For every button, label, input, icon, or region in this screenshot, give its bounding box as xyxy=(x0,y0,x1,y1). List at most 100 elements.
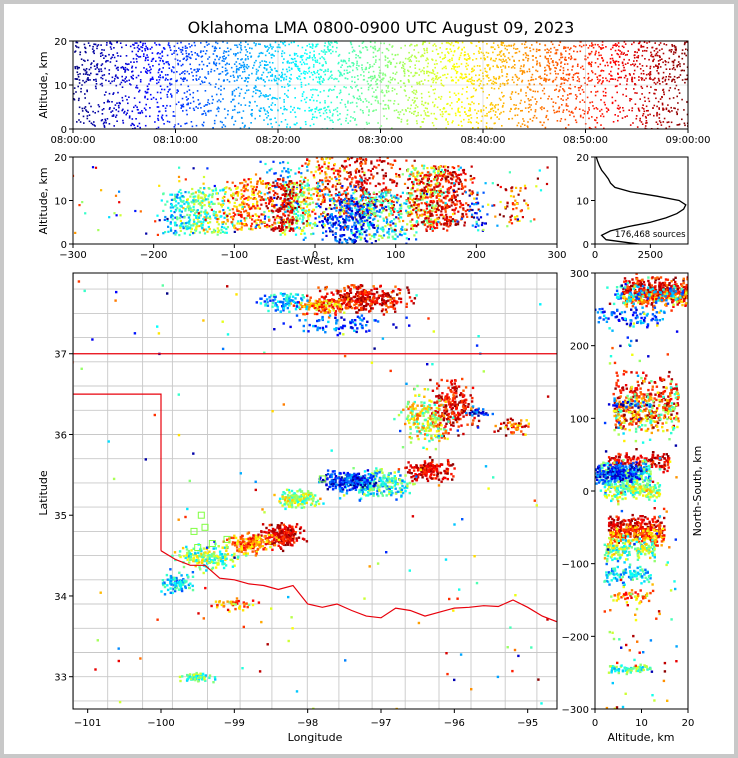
source-point xyxy=(627,62,629,64)
source-point xyxy=(396,210,399,213)
source-point xyxy=(281,76,283,79)
source-point xyxy=(355,218,358,221)
source-point xyxy=(343,86,345,88)
source-point xyxy=(618,55,621,58)
source-point xyxy=(342,217,345,221)
source-point xyxy=(361,68,364,71)
source-point xyxy=(449,48,452,50)
source-point xyxy=(444,223,447,226)
source-point xyxy=(281,55,283,58)
source-point xyxy=(446,222,449,225)
source-point xyxy=(325,62,327,65)
source-point xyxy=(658,55,661,57)
source-point xyxy=(362,205,365,208)
source-point xyxy=(79,53,81,56)
source-point xyxy=(526,125,529,127)
source-point xyxy=(358,65,360,67)
source-point xyxy=(183,92,186,94)
source-point xyxy=(497,103,499,106)
source-point xyxy=(641,54,644,57)
source-point xyxy=(416,72,418,74)
source-point xyxy=(82,115,85,118)
source-point xyxy=(427,80,430,82)
source-point xyxy=(357,78,359,81)
source-point xyxy=(348,59,350,62)
source-point xyxy=(432,190,435,193)
source-point xyxy=(207,110,210,113)
source-point xyxy=(134,104,137,107)
source-point xyxy=(158,110,160,113)
source-point xyxy=(564,58,566,61)
source-point xyxy=(594,119,596,121)
source-point xyxy=(400,121,403,123)
source-point xyxy=(126,63,128,66)
source-point xyxy=(417,114,419,117)
source-point xyxy=(248,105,251,107)
source-point xyxy=(611,102,614,105)
source-point xyxy=(343,204,346,207)
source-point xyxy=(233,53,235,55)
source-point xyxy=(659,98,662,100)
source-point xyxy=(631,76,633,79)
source-point xyxy=(469,108,472,110)
source-point xyxy=(239,127,242,129)
source-point xyxy=(429,191,432,194)
source-point xyxy=(87,42,90,44)
source-point xyxy=(649,73,652,76)
source-point xyxy=(381,78,383,81)
source-point xyxy=(308,70,310,73)
source-point xyxy=(333,163,336,166)
source-point xyxy=(196,54,199,56)
source-point xyxy=(529,50,532,52)
source-point xyxy=(398,167,402,171)
source-point xyxy=(231,94,234,96)
source-point xyxy=(380,81,383,83)
source-point xyxy=(359,204,362,207)
source-point xyxy=(394,65,397,68)
source-point xyxy=(592,105,594,107)
source-point xyxy=(138,90,140,93)
source-point xyxy=(331,46,334,48)
source-point xyxy=(428,204,431,207)
source-point xyxy=(412,180,415,184)
source-point xyxy=(454,69,457,72)
source-point xyxy=(547,58,550,60)
source-point xyxy=(286,195,289,198)
source-point xyxy=(421,121,423,123)
source-point xyxy=(415,211,418,214)
source-point xyxy=(651,55,654,58)
source-point xyxy=(664,63,667,66)
source-point xyxy=(348,219,351,222)
source-point xyxy=(95,87,97,90)
source-point xyxy=(390,202,393,205)
source-point xyxy=(78,82,81,84)
source-point xyxy=(668,89,670,92)
source-point xyxy=(535,41,538,44)
source-point xyxy=(362,158,365,161)
source-point xyxy=(234,54,237,57)
source-point xyxy=(420,126,422,128)
source-point xyxy=(254,85,257,87)
source-point xyxy=(523,120,525,122)
source-point xyxy=(359,164,362,167)
source-point xyxy=(113,107,115,110)
source-point xyxy=(371,167,374,170)
source-point xyxy=(633,57,636,59)
source-point xyxy=(518,50,521,53)
source-point xyxy=(389,207,392,210)
source-point xyxy=(405,242,408,244)
source-point xyxy=(185,59,188,62)
source-point xyxy=(482,109,485,111)
source-point xyxy=(337,172,340,175)
source-point xyxy=(372,207,375,210)
source-point xyxy=(415,213,419,216)
source-point xyxy=(467,121,470,123)
source-point xyxy=(442,74,444,77)
source-point xyxy=(180,41,182,44)
source-point xyxy=(552,64,555,67)
source-point xyxy=(76,121,78,123)
source-point xyxy=(94,125,96,127)
source-point xyxy=(647,114,649,116)
source-point xyxy=(648,78,651,80)
source-point xyxy=(404,90,406,92)
